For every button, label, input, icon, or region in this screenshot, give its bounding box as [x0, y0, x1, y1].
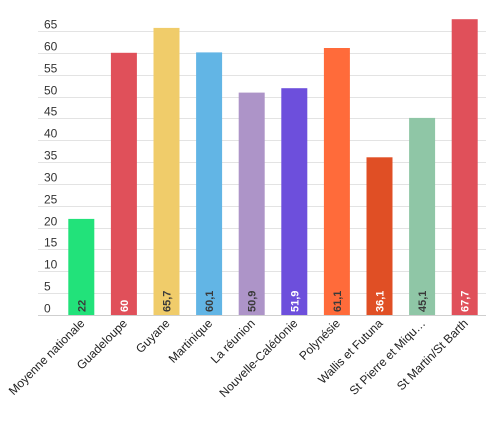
bar — [409, 117, 436, 316]
data-label: 45,1 — [417, 291, 429, 312]
bar — [366, 157, 393, 315]
data-labels: 22 60 65,7 60,1 50,9 51,9 61,1 36,1 45,1 67,7 — [76, 291, 471, 312]
data-label: 36,1 — [375, 291, 387, 312]
bar — [110, 52, 137, 316]
y-tick-label: 5 — [44, 280, 51, 294]
data-label: 65,7 — [162, 291, 174, 312]
category-label: St Pierre et Miqu… — [347, 316, 429, 398]
y-tick-label: 20 — [44, 215, 58, 229]
y-tick-label: 55 — [44, 62, 58, 76]
data-label: 51,9 — [289, 291, 301, 312]
data-label: 60,1 — [204, 291, 216, 312]
bar — [196, 52, 223, 316]
y-tick-label: 10 — [44, 258, 58, 272]
data-label: 67,7 — [460, 291, 472, 312]
y-tick-label: 65 — [44, 18, 58, 32]
data-label: 60 — [119, 300, 131, 312]
y-axis-ticks: 0 5 10 15 20 25 30 35 40 45 50 55 60 65 — [44, 18, 58, 316]
y-tick-label: 25 — [44, 193, 58, 207]
y-tick-label: 45 — [44, 105, 58, 119]
y-tick-label: 40 — [44, 127, 58, 141]
bars — [68, 19, 478, 316]
y-tick-label: 60 — [44, 40, 58, 54]
data-label: 50,9 — [247, 291, 259, 312]
category-label: Nouvelle-Calédonie — [216, 316, 300, 400]
data-label: 22 — [76, 300, 88, 312]
bar — [68, 218, 95, 315]
bar — [281, 88, 308, 315]
bar — [451, 19, 478, 315]
data-label: 61,1 — [332, 291, 344, 312]
bar — [153, 27, 180, 316]
category-label: Martinique — [166, 316, 216, 366]
y-tick-label: 50 — [44, 84, 58, 98]
y-tick-label: 35 — [44, 149, 58, 163]
y-tick-label: 30 — [44, 171, 58, 185]
bar — [238, 92, 265, 315]
y-tick-label: 0 — [44, 302, 51, 316]
y-tick-label: 15 — [44, 236, 58, 250]
category-label: Moyenne nationale — [6, 316, 88, 398]
bar — [323, 48, 350, 315]
category-label: Guyane — [133, 316, 173, 356]
